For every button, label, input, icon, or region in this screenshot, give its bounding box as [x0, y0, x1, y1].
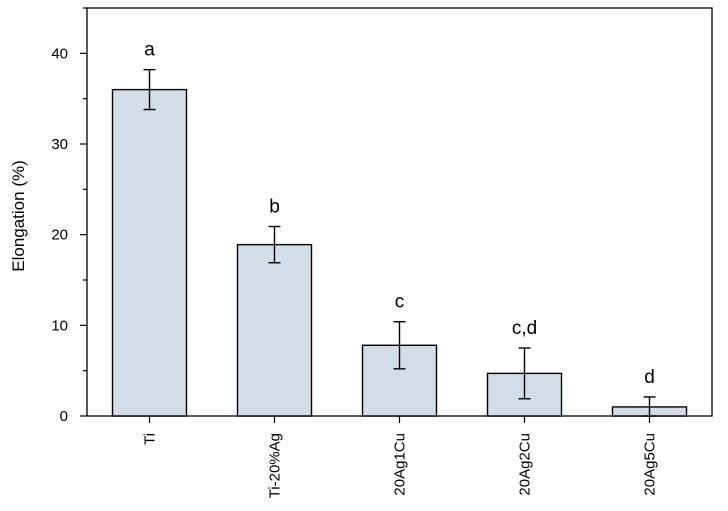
y-tick-label: 40 — [51, 45, 68, 62]
y-tick-label: 10 — [51, 317, 68, 334]
x-tick-label: Ti — [142, 433, 159, 445]
significance-label: c,d — [512, 318, 537, 339]
y-tick-label: 0 — [60, 408, 68, 425]
plot-area: 0 10 20 30 40 a Ti b Ti-20%Ag c 20Ag1Cu c,d 20Ag2Cu d… — [51, 7, 713, 498]
x-tick-label: 20Ag5Cu — [642, 433, 659, 496]
significance-label: b — [269, 197, 280, 218]
significance-label: d — [644, 367, 655, 388]
y-tick-label: 20 — [51, 227, 68, 244]
y-tick-label: 30 — [51, 136, 68, 153]
x-tick-label: 20Ag1Cu — [392, 433, 409, 496]
x-tick-label: 20Ag2Cu — [517, 433, 534, 496]
y-axis-label: Elongation (%) — [9, 160, 28, 272]
significance-label: c — [395, 292, 405, 313]
x-tick-label: Ti-20%Ag — [267, 433, 284, 498]
significance-label: a — [144, 40, 155, 61]
bar — [111, 88, 188, 417]
bar — [236, 243, 313, 417]
